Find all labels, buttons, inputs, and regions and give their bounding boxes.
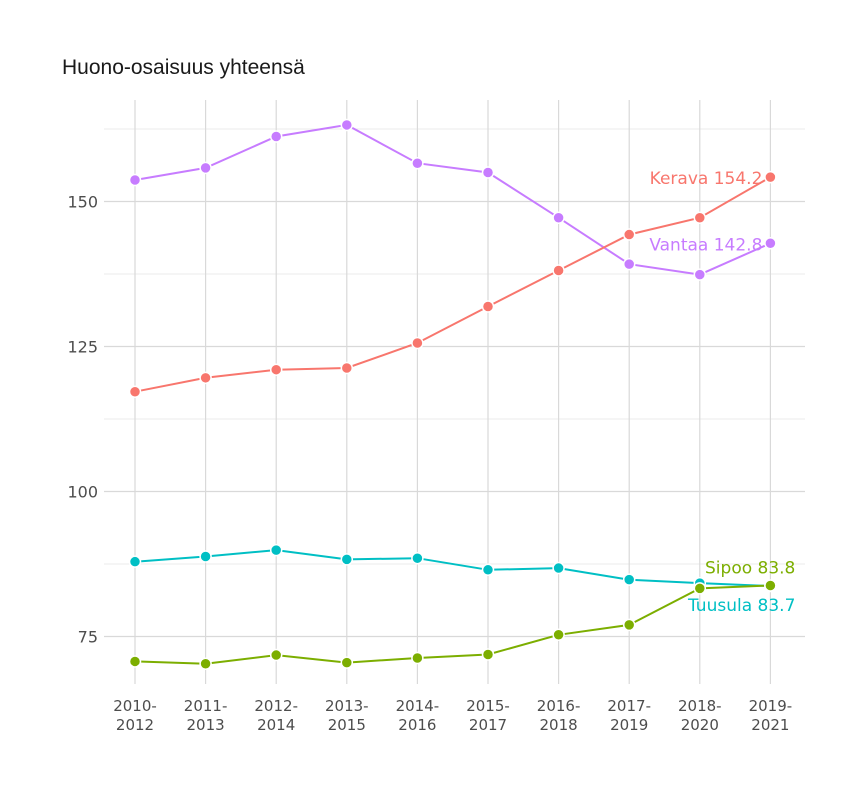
data-point-tuusula xyxy=(269,543,283,557)
data-point-vantaa xyxy=(552,211,565,224)
data-point-sipoo xyxy=(411,651,424,665)
data-point-sipoo xyxy=(340,656,354,669)
series-lines xyxy=(134,123,771,665)
data-point-tuusula xyxy=(199,550,212,563)
x-tick-label: 2014-2016 xyxy=(396,697,440,734)
data-point-kerava xyxy=(764,170,777,184)
data-point-sipoo xyxy=(622,618,636,632)
data-point-sipoo xyxy=(128,655,142,668)
data-point-vantaa xyxy=(622,257,636,271)
series-line-tuusula xyxy=(134,549,771,587)
data-point-tuusula xyxy=(411,551,424,565)
data-point-kerava xyxy=(340,361,354,375)
end-label-vantaa: Vantaa 142.8 xyxy=(649,235,762,255)
data-point-vantaa xyxy=(128,173,142,187)
x-tick-label: 2015-2017 xyxy=(466,697,510,734)
data-point-vantaa xyxy=(269,130,283,143)
data-point-tuusula xyxy=(552,561,565,575)
x-tick-label: 2018-2020 xyxy=(678,697,722,734)
data-point-tuusula xyxy=(340,553,354,566)
data-point-kerava xyxy=(552,264,565,277)
x-tick-label: 2017-2019 xyxy=(607,697,651,734)
x-tick-label: 2016-2018 xyxy=(537,697,581,734)
y-tick-label: 150 xyxy=(67,193,98,212)
data-point-kerava xyxy=(481,300,495,313)
axis-labels: 75 100 125 150 2010-2012 2011-2013 2012-2014 20… xyxy=(67,193,792,735)
x-tick-label: 2010-2012 xyxy=(113,697,157,734)
data-point-kerava xyxy=(411,336,424,350)
end-labels: Vantaa 142.8 Kerava 154.2 Tuusula 83.7 Sipo… xyxy=(649,169,795,616)
data-point-kerava xyxy=(128,385,142,398)
data-point-vantaa xyxy=(481,166,495,179)
series-line-kerava xyxy=(134,176,771,393)
x-tick-label: 2012-2014 xyxy=(254,697,298,734)
data-point-tuusula xyxy=(481,563,495,577)
series-line-sipoo xyxy=(134,584,771,665)
data-point-kerava xyxy=(199,371,212,385)
data-point-kerava xyxy=(693,211,707,224)
data-point-vantaa xyxy=(411,156,424,170)
data-point-sipoo xyxy=(481,648,495,661)
data-point-sipoo xyxy=(269,648,283,662)
x-tick-label: 2019-2021 xyxy=(749,697,793,734)
data-point-vantaa xyxy=(764,237,777,250)
x-tick-label: 2013-2015 xyxy=(325,697,369,734)
data-point-tuusula xyxy=(622,573,636,586)
y-tick-label: 100 xyxy=(67,483,98,502)
data-point-sipoo xyxy=(764,579,777,592)
data-point-sipoo xyxy=(552,628,565,642)
y-tick-label: 125 xyxy=(67,338,98,357)
chart-title: Huono-osaisuus yhteensä xyxy=(62,56,305,79)
data-point-vantaa xyxy=(340,118,354,132)
data-point-kerava xyxy=(269,363,283,376)
y-tick-label: 75 xyxy=(78,628,98,647)
data-point-vantaa xyxy=(199,161,212,175)
data-point-vantaa xyxy=(693,268,707,281)
x-tick-label: 2011-2013 xyxy=(184,697,228,734)
series-line-vantaa xyxy=(134,123,771,276)
data-point-kerava xyxy=(622,228,636,241)
data-points xyxy=(128,118,777,671)
end-label-kerava: Kerava 154.2 xyxy=(650,169,763,189)
end-label-sipoo: Sipoo 83.8 xyxy=(705,558,795,578)
end-label-tuusula: Tuusula 83.7 xyxy=(687,596,795,616)
data-point-sipoo xyxy=(199,657,212,671)
data-point-tuusula xyxy=(128,555,142,568)
data-point-sipoo xyxy=(693,582,707,595)
